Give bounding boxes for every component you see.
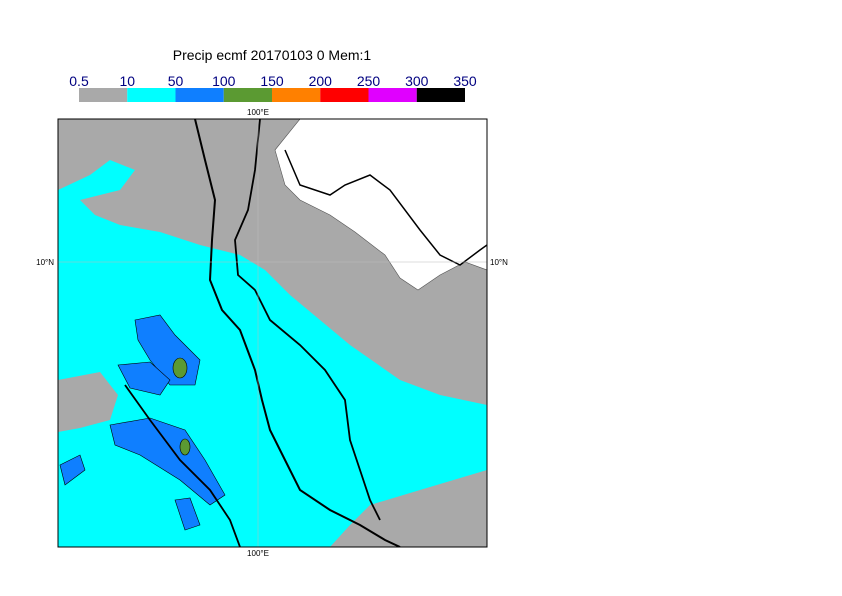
colorbar-label: 10 (119, 73, 135, 89)
coastline (194, 119, 401, 547)
lon-label: 100°E (247, 549, 269, 558)
colorbar-box (127, 88, 176, 102)
map-frame (57, 118, 488, 548)
colorbar-box (175, 88, 224, 102)
colorbar-label: 250 (357, 73, 381, 89)
light-precip (58, 372, 118, 432)
colorbar-label: 100 (212, 73, 236, 89)
light-precip (330, 470, 487, 547)
colorbar-label: 50 (168, 73, 184, 89)
colorbar-label: 150 (260, 73, 284, 89)
colorbar-box (368, 88, 417, 102)
colorbar-box (416, 88, 465, 102)
heavy-precip (172, 357, 188, 379)
coastline (124, 384, 241, 547)
colorbar-label: 0.5 (69, 73, 89, 89)
heavy-precip (179, 438, 191, 456)
colorbar-box (320, 88, 369, 102)
coastline (284, 149, 487, 266)
lat-label: 10°N (36, 258, 54, 267)
colorbar-box (79, 88, 128, 102)
moderate-precip (117, 361, 171, 396)
colorbar-box (223, 88, 272, 102)
lat-label: 10°N (490, 258, 508, 267)
colorbar-box (272, 88, 321, 102)
lon-label: 100°E (247, 108, 269, 117)
colorbar-label: 350 (453, 73, 477, 89)
colorbar-label: 200 (309, 73, 333, 89)
map (58, 119, 487, 547)
coastline (234, 119, 381, 521)
colorbar-label: 300 (405, 73, 429, 89)
moderate-precip (59, 454, 201, 531)
colorbar: 0.5 10 50 100 150 200 250 300 350 (69, 73, 477, 102)
title: Precip ecmf 20170103 0 Mem:1 (173, 47, 372, 63)
